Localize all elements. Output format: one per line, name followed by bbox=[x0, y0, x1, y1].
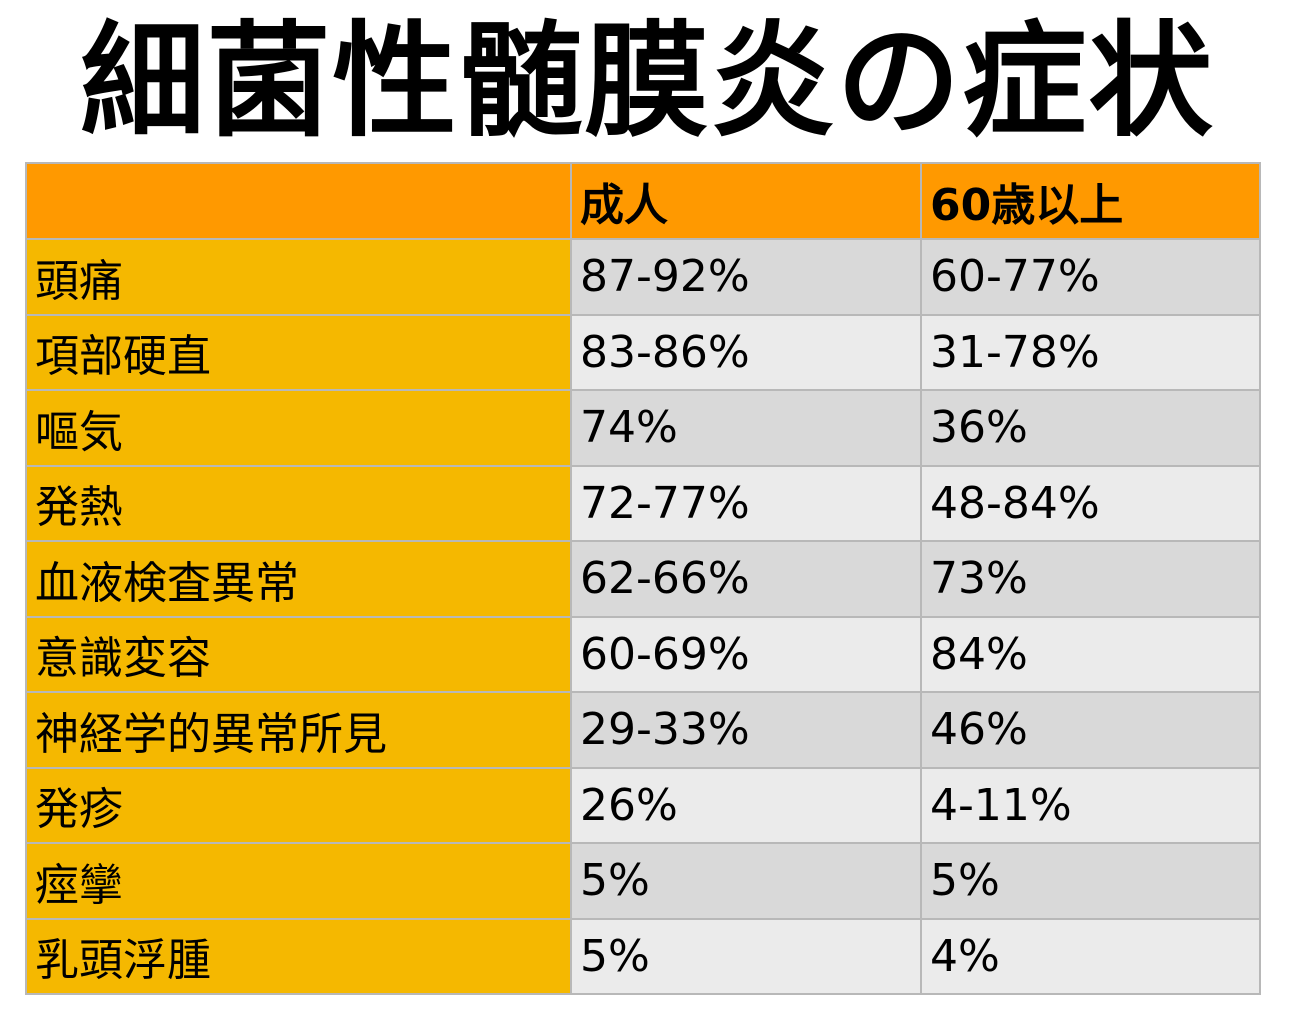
table-row: 神経学的異常所見 29-33% 46% bbox=[25, 691, 1261, 769]
header-cell: 60歳以上 bbox=[920, 162, 1261, 240]
table-body: 頭痛 87-92% 60-77% 項部硬直 83-86% 31-78% 嘔気 74% 36% 発熱… bbox=[25, 238, 1261, 995]
table-row: 痙攣 5% 5% bbox=[25, 842, 1261, 920]
value-cell: 60-69% bbox=[570, 615, 922, 693]
value-cell: 62-66% bbox=[570, 540, 922, 618]
table-row: 頭痛 87-92% 60-77% bbox=[25, 238, 1261, 316]
table-row: 血液検査異常 62-66% 73% bbox=[25, 540, 1261, 618]
value-cell: 72-77% bbox=[570, 464, 922, 542]
header-cell bbox=[25, 162, 572, 240]
table-row: 意識変容 60-69% 84% bbox=[25, 615, 1261, 693]
symptom-cell: 血液検査異常 bbox=[25, 540, 572, 618]
value-cell: 5% bbox=[570, 917, 922, 995]
symptom-cell: 発疹 bbox=[25, 766, 572, 844]
symptom-cell: 発熱 bbox=[25, 464, 572, 542]
value-cell: 84% bbox=[920, 615, 1261, 693]
value-cell: 73% bbox=[920, 540, 1261, 618]
symptom-cell: 嘔気 bbox=[25, 389, 572, 467]
value-cell: 31-78% bbox=[920, 313, 1261, 391]
value-cell: 46% bbox=[920, 691, 1261, 769]
symptom-cell: 意識変容 bbox=[25, 615, 572, 693]
symptom-cell: 痙攣 bbox=[25, 842, 572, 920]
table-row: 発疹 26% 4-11% bbox=[25, 766, 1261, 844]
table-row: 発熱 72-77% 48-84% bbox=[25, 464, 1261, 542]
value-cell: 4-11% bbox=[920, 766, 1261, 844]
value-cell: 29-33% bbox=[570, 691, 922, 769]
table-row: 乳頭浮腫 5% 4% bbox=[25, 917, 1261, 995]
symptom-cell: 神経学的異常所見 bbox=[25, 691, 572, 769]
header-row: 成人 60歳以上 bbox=[25, 162, 1261, 240]
header-cell: 成人 bbox=[570, 162, 922, 240]
value-cell: 5% bbox=[570, 842, 922, 920]
table-row: 項部硬直 83-86% 31-78% bbox=[25, 313, 1261, 391]
symptom-table: 成人 60歳以上 頭痛 87-92% 60-77% 項部硬直 83-86% 31-78% 嘔気… bbox=[25, 162, 1261, 995]
value-cell: 4% bbox=[920, 917, 1261, 995]
value-cell: 5% bbox=[920, 842, 1261, 920]
value-cell: 26% bbox=[570, 766, 922, 844]
value-cell: 87-92% bbox=[570, 238, 922, 316]
symptom-cell: 項部硬直 bbox=[25, 313, 572, 391]
page-title: 細菌性髄膜炎の症状 bbox=[80, 10, 1215, 154]
value-cell: 48-84% bbox=[920, 464, 1261, 542]
table-row: 嘔気 74% 36% bbox=[25, 389, 1261, 467]
value-cell: 74% bbox=[570, 389, 922, 467]
value-cell: 36% bbox=[920, 389, 1261, 467]
symptom-cell: 乳頭浮腫 bbox=[25, 917, 572, 995]
value-cell: 60-77% bbox=[920, 238, 1261, 316]
symptom-cell: 頭痛 bbox=[25, 238, 572, 316]
value-cell: 83-86% bbox=[570, 313, 922, 391]
